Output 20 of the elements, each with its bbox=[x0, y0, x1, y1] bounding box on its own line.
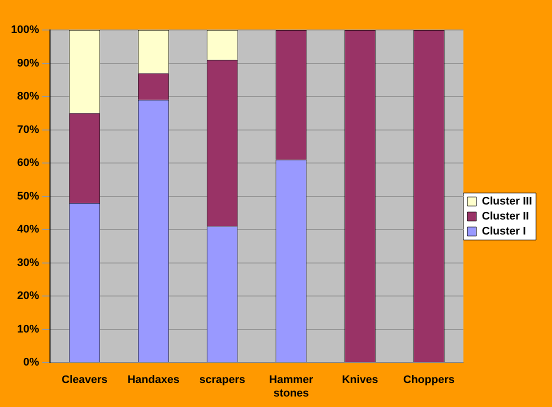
legend-label: Cluster I bbox=[482, 226, 526, 238]
legend-label: Cluster II bbox=[482, 210, 529, 223]
y-tick-label: 50% bbox=[17, 190, 40, 202]
x-tick-label: Hammer stones bbox=[269, 374, 314, 400]
y-tick-label: 40% bbox=[17, 224, 40, 236]
y-tick-label: 70% bbox=[17, 124, 40, 136]
x-tick-label: Cleavers bbox=[62, 374, 108, 386]
y-tick-label: 60% bbox=[17, 157, 40, 170]
y-tick-label: 30% bbox=[17, 256, 40, 269]
x-tick-label: scrapers bbox=[199, 374, 246, 386]
legend-label: Cluster III bbox=[482, 196, 532, 208]
y-tick-label: 90% bbox=[17, 57, 40, 70]
y-tick-label: 0% bbox=[23, 356, 40, 369]
y-tick-label: 10% bbox=[17, 323, 40, 336]
y-tick-label: 80% bbox=[17, 90, 40, 103]
x-tick-label: Choppers bbox=[403, 374, 455, 386]
x-tick-label: Handaxes bbox=[127, 374, 180, 386]
x-tick-label: Knives bbox=[342, 374, 378, 386]
y-tick-label: 20% bbox=[17, 290, 40, 302]
y-tick-label: 100% bbox=[10, 24, 40, 36]
